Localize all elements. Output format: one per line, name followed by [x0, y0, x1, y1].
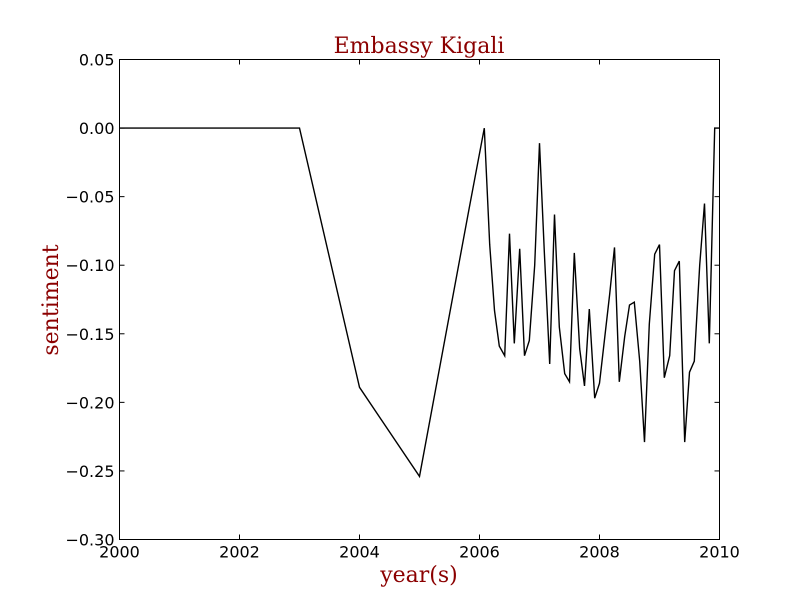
x-tick-label: 2010 — [699, 543, 740, 562]
y-tick-label: −0.30 — [65, 531, 114, 550]
ticks-layer: 2000 2002 2004 2006 2008 2010 0.05 0.00 −0.05 −0.… — [65, 51, 739, 562]
chart-title: Embassy Kigali — [334, 34, 505, 59]
x-axis-title: year(s) — [379, 563, 458, 588]
y-tick-label: −0.10 — [65, 256, 114, 275]
x-tick-label: 2006 — [459, 543, 500, 562]
x-tick-label: 2002 — [219, 543, 260, 562]
sentiment-line — [119, 127, 720, 479]
y-tick-label: −0.25 — [65, 462, 114, 481]
x-tick-label: 2004 — [339, 543, 380, 562]
y-tick-label: 0.00 — [79, 119, 115, 138]
x-tick-label: 2000 — [99, 543, 140, 562]
x-tick-label: 2008 — [579, 543, 620, 562]
plot-frame — [119, 59, 720, 540]
y-tick-label: −0.20 — [65, 393, 114, 412]
y-tick-label: 0.05 — [79, 51, 115, 70]
y-axis-title: sentiment — [39, 244, 64, 355]
y-tick-label: −0.05 — [65, 188, 114, 207]
y-tick-label: −0.15 — [65, 325, 114, 344]
series-layer — [119, 127, 720, 479]
